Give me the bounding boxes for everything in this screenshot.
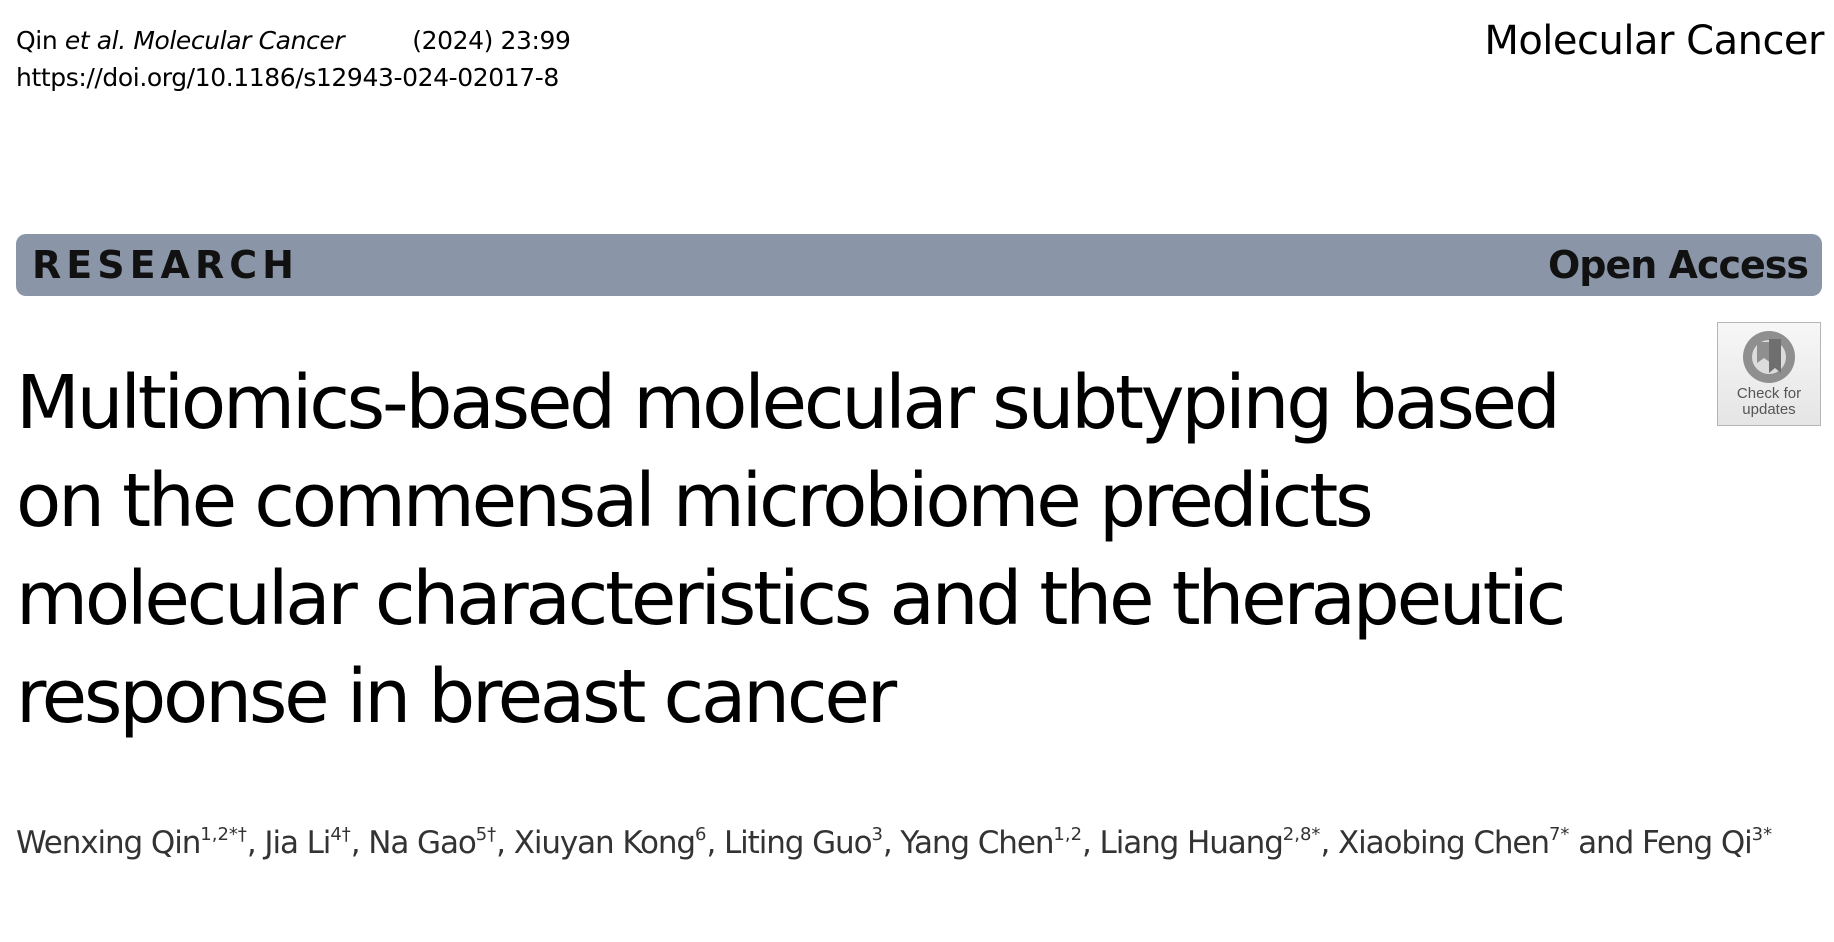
check-for-updates-label-2: updates — [1742, 401, 1796, 418]
author-name: Feng Qi — [1641, 825, 1753, 861]
check-for-updates-button[interactable]: Check for updates — [1717, 322, 1821, 426]
journal-name: Molecular Cancer — [1484, 18, 1824, 64]
author-affiliation: 6 — [695, 824, 707, 845]
article-type-banner: RESEARCH Open Access — [16, 234, 1822, 296]
author-separator: , — [246, 825, 265, 861]
author[interactable]: Jia Li4† — [264, 825, 350, 861]
article-type-label: RESEARCH — [32, 243, 299, 287]
author-affiliation: 2,8* — [1282, 824, 1321, 845]
article-title: Multiomics-based molecular subtyping bas… — [16, 354, 1706, 746]
author-affiliation: 3 — [871, 824, 883, 845]
doi-link[interactable]: https://doi.org/10.1186/s12943-024-02017… — [16, 63, 559, 92]
article-citation: Qin et al. Molecular Cancer (2024) 23:99 … — [16, 22, 571, 96]
author[interactable]: Xiaobing Chen7* — [1338, 825, 1569, 861]
title-line: molecular characteristics and the therap… — [16, 556, 1566, 642]
author[interactable]: Na Gao5† — [368, 825, 496, 861]
author-name: Liting Guo — [723, 825, 873, 861]
author[interactable]: Yang Chen1,2 — [900, 825, 1082, 861]
citation-author: Qin — [16, 26, 65, 55]
author-affiliation: 1,2 — [1053, 824, 1083, 845]
author-name: Xiaobing Chen — [1337, 825, 1550, 861]
author-name: Xiuyan Kong — [513, 825, 696, 861]
author-affiliation: 4† — [330, 824, 351, 845]
author-list: Wenxing Qin1,2*†, Jia Li4†, Na Gao5†, Xi… — [16, 816, 1816, 870]
author-affiliation: 3* — [1751, 824, 1773, 845]
author[interactable]: Liting Guo3 — [724, 825, 883, 861]
author-name: Wenxing Qin — [16, 825, 201, 861]
author-separator: , — [706, 825, 724, 861]
citation-journal: et al. Molecular Cancer — [64, 26, 345, 55]
open-access-label: Open Access — [1547, 243, 1809, 287]
author-separator: , — [1082, 825, 1100, 861]
author-separator: , — [1320, 825, 1338, 861]
author-separator: , — [350, 825, 369, 861]
author-affiliation: 5† — [475, 824, 497, 845]
check-for-updates-icon — [1743, 331, 1795, 383]
author-name: Na Gao — [368, 825, 477, 861]
author-affiliation: 7* — [1548, 824, 1570, 845]
author[interactable]: Feng Qi3* — [1642, 825, 1772, 861]
author-separator: , — [882, 825, 901, 861]
author[interactable]: Xiuyan Kong6 — [514, 825, 707, 861]
citation-year-volume: (2024) 23:99 — [412, 26, 571, 55]
author-name: Yang Chen — [900, 825, 1054, 861]
author-name: Jia Li — [264, 825, 331, 861]
title-line: response in breast cancer — [16, 654, 897, 740]
author-separator: and — [1569, 825, 1642, 861]
author-name: Liang Huang — [1099, 825, 1284, 861]
author[interactable]: Liang Huang2,8* — [1100, 825, 1321, 861]
check-for-updates-label: Check for — [1736, 385, 1802, 402]
title-line: on the commensal microbiome predicts — [16, 458, 1374, 544]
author-affiliation: 1,2*† — [200, 824, 247, 845]
author-separator: , — [496, 825, 514, 861]
title-line: Multiomics-based molecular subtyping bas… — [16, 360, 1561, 446]
citation-line: Qin et al. Molecular Cancer (2024) 23:99 — [16, 22, 571, 59]
author[interactable]: Wenxing Qin1,2*† — [16, 825, 247, 861]
